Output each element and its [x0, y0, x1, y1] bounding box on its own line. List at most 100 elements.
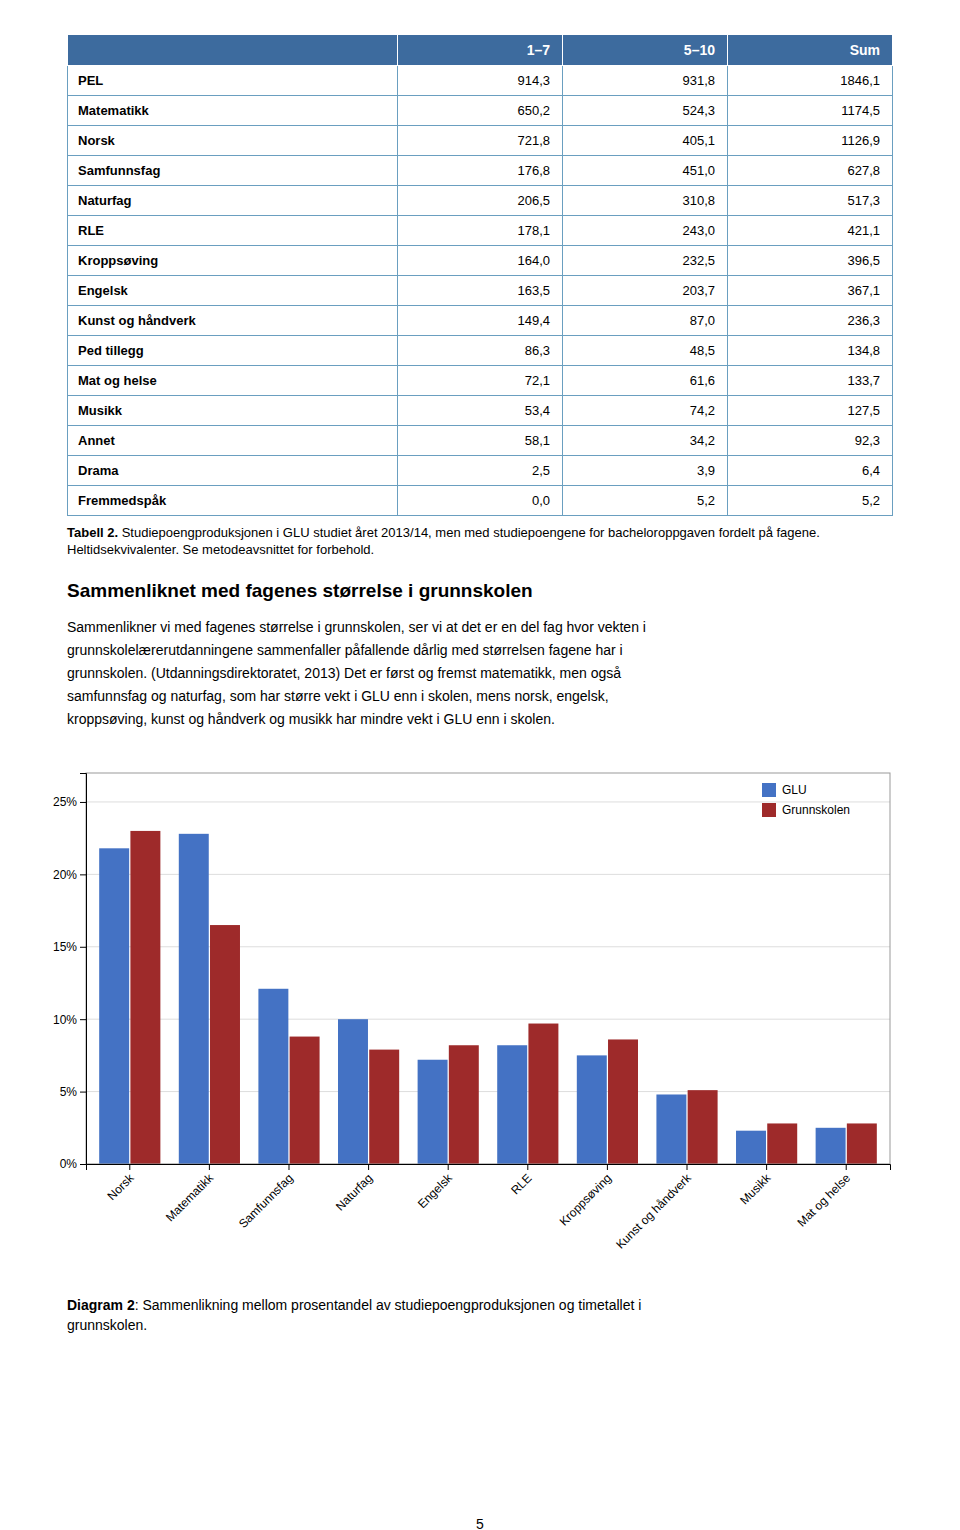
table-cell: 5,2 [728, 486, 893, 516]
table-row: Fremmedspåk0,05,25,2 [68, 486, 893, 516]
table-row: Naturfag206,5310,8517,3 [68, 186, 893, 216]
x-tick-label: Matematikk [163, 1170, 217, 1224]
x-axis: NorskMatematikkSamfunnsfagNaturfagEngels… [87, 1164, 891, 1252]
table-row: Mat og helse72,161,6133,7 [68, 366, 893, 396]
x-tick-mark [687, 1164, 688, 1170]
body-text: Sammenlikner vi med fagenes størrelse i … [67, 616, 893, 731]
table-cell: Drama [68, 456, 398, 486]
table-cell: 243,0 [563, 216, 728, 246]
table-row: Musikk53,474,2127,5 [68, 396, 893, 426]
bar [577, 1055, 607, 1164]
y-tick-label: 25% [53, 795, 77, 809]
y-tick-mark [80, 1019, 86, 1020]
body-line: kroppsøving, kunst og håndverk og musikk… [67, 708, 893, 731]
x-tick-label: Engelsk [415, 1170, 456, 1211]
table-cell: 232,5 [563, 246, 728, 276]
table-row: PEL914,3931,81846,1 [68, 66, 893, 96]
table-row: Matematikk650,2524,31174,5 [68, 96, 893, 126]
table-cell: 931,8 [563, 66, 728, 96]
table-cell: 524,3 [563, 96, 728, 126]
table-caption: Tabell 2. Studiepoengproduksjonen i GLU … [67, 524, 893, 558]
header-cell: 5–10 [563, 35, 728, 66]
bar [528, 1024, 558, 1164]
table-cell: Ped tillegg [68, 336, 398, 366]
bar [497, 1045, 527, 1164]
table-cell: Naturfag [68, 186, 398, 216]
caption-text: Studiepoengproduksjonen i GLU studiet år… [67, 525, 820, 557]
x-tick-label: Kunst og håndverk [613, 1170, 694, 1251]
data-table: 1–75–10SumPEL914,3931,81846,1Matematikk6… [67, 34, 893, 516]
y-tick-label: 10% [53, 1013, 77, 1027]
table-cell: 58,1 [398, 426, 563, 456]
bar [369, 1050, 399, 1164]
table-cell: 164,0 [398, 246, 563, 276]
y-tick: 25% [53, 795, 86, 809]
y-tick-label: 20% [53, 868, 77, 882]
bar [688, 1090, 718, 1164]
y-tick: 5% [60, 1085, 86, 1099]
y-axis-line [80, 774, 87, 1165]
table-cell: Fremmedspåk [68, 486, 398, 516]
table-cell: 53,4 [398, 396, 563, 426]
diagram-caption: Diagram 2: Sammenlikning mellom prosenta… [67, 1295, 893, 1335]
y-tick-mark [80, 1164, 86, 1165]
table-row: RLE178,1243,0421,1 [68, 216, 893, 246]
table-cell: RLE [68, 216, 398, 246]
legend-swatch [762, 803, 776, 817]
diagram-caption-text2: grunnskolen. [67, 1315, 893, 1335]
x-tick-mark [448, 1164, 449, 1170]
table-row: Samfunnsfag176,8451,0627,8 [68, 156, 893, 186]
table-row: Engelsk163,5203,7367,1 [68, 276, 893, 306]
x-tick: Musikk [737, 1164, 774, 1207]
legend-item: Grunnskolen [762, 803, 850, 817]
bar [290, 1037, 320, 1164]
table-cell: 367,1 [728, 276, 893, 306]
table-cell: 650,2 [398, 96, 563, 126]
table-cell: Annet [68, 426, 398, 456]
bar [736, 1131, 766, 1164]
diagram-caption-line: Diagram 2: Sammenlikning mellom prosenta… [67, 1295, 893, 1315]
bar [179, 834, 209, 1164]
table-cell: 0,0 [398, 486, 563, 516]
table-cell: 92,3 [728, 426, 893, 456]
y-tick-mark [80, 802, 86, 803]
bar [210, 925, 240, 1164]
bar [847, 1123, 877, 1164]
table-cell: 3,9 [563, 456, 728, 486]
x-tick-label: Kroppsøving [557, 1171, 615, 1229]
table-row: Drama2,53,96,4 [68, 456, 893, 486]
table-cell: 48,5 [563, 336, 728, 366]
table-cell: 61,6 [563, 366, 728, 396]
y-tick: 10% [53, 1013, 86, 1027]
table-cell: Norsk [68, 126, 398, 156]
table-cell: 34,2 [563, 426, 728, 456]
table-cell: 421,1 [728, 216, 893, 246]
x-tick: Engelsk [415, 1164, 456, 1211]
table-cell: 914,3 [398, 66, 563, 96]
table-cell: Kunst og håndverk [68, 306, 398, 336]
table-cell: 134,8 [728, 336, 893, 366]
x-tick-mark [527, 1164, 528, 1170]
table-cell: 163,5 [398, 276, 563, 306]
y-axis: 0%5%10%15%20%25% [53, 774, 87, 1172]
y-tick-label: 0% [60, 1157, 78, 1171]
bar [816, 1128, 846, 1164]
x-tick-mark [607, 1164, 608, 1170]
bar [130, 831, 160, 1164]
table-head: 1–75–10Sum [68, 35, 893, 66]
x-tick: Kunst og håndverk [613, 1164, 694, 1252]
bars [99, 831, 877, 1164]
table-cell: Kroppsøving [68, 246, 398, 276]
table-cell: 451,0 [563, 156, 728, 186]
chart: 0%5%10%15%20%25%NorskMatematikkSamfunnsf… [0, 749, 960, 1289]
body-line: grunnskolen. (Utdanningsdirektoratet, 20… [67, 662, 893, 685]
x-tick: Naturfag [333, 1164, 375, 1214]
x-tick-label: RLE [508, 1171, 534, 1197]
x-tick-mark [766, 1164, 767, 1170]
bar [338, 1019, 368, 1164]
table-cell: Samfunnsfag [68, 156, 398, 186]
table-cell: 74,2 [563, 396, 728, 426]
diagram-caption-text: : Sammenlikning mellom prosentandel av s… [135, 1297, 642, 1313]
grid [86, 802, 890, 1164]
table-cell: Engelsk [68, 276, 398, 306]
